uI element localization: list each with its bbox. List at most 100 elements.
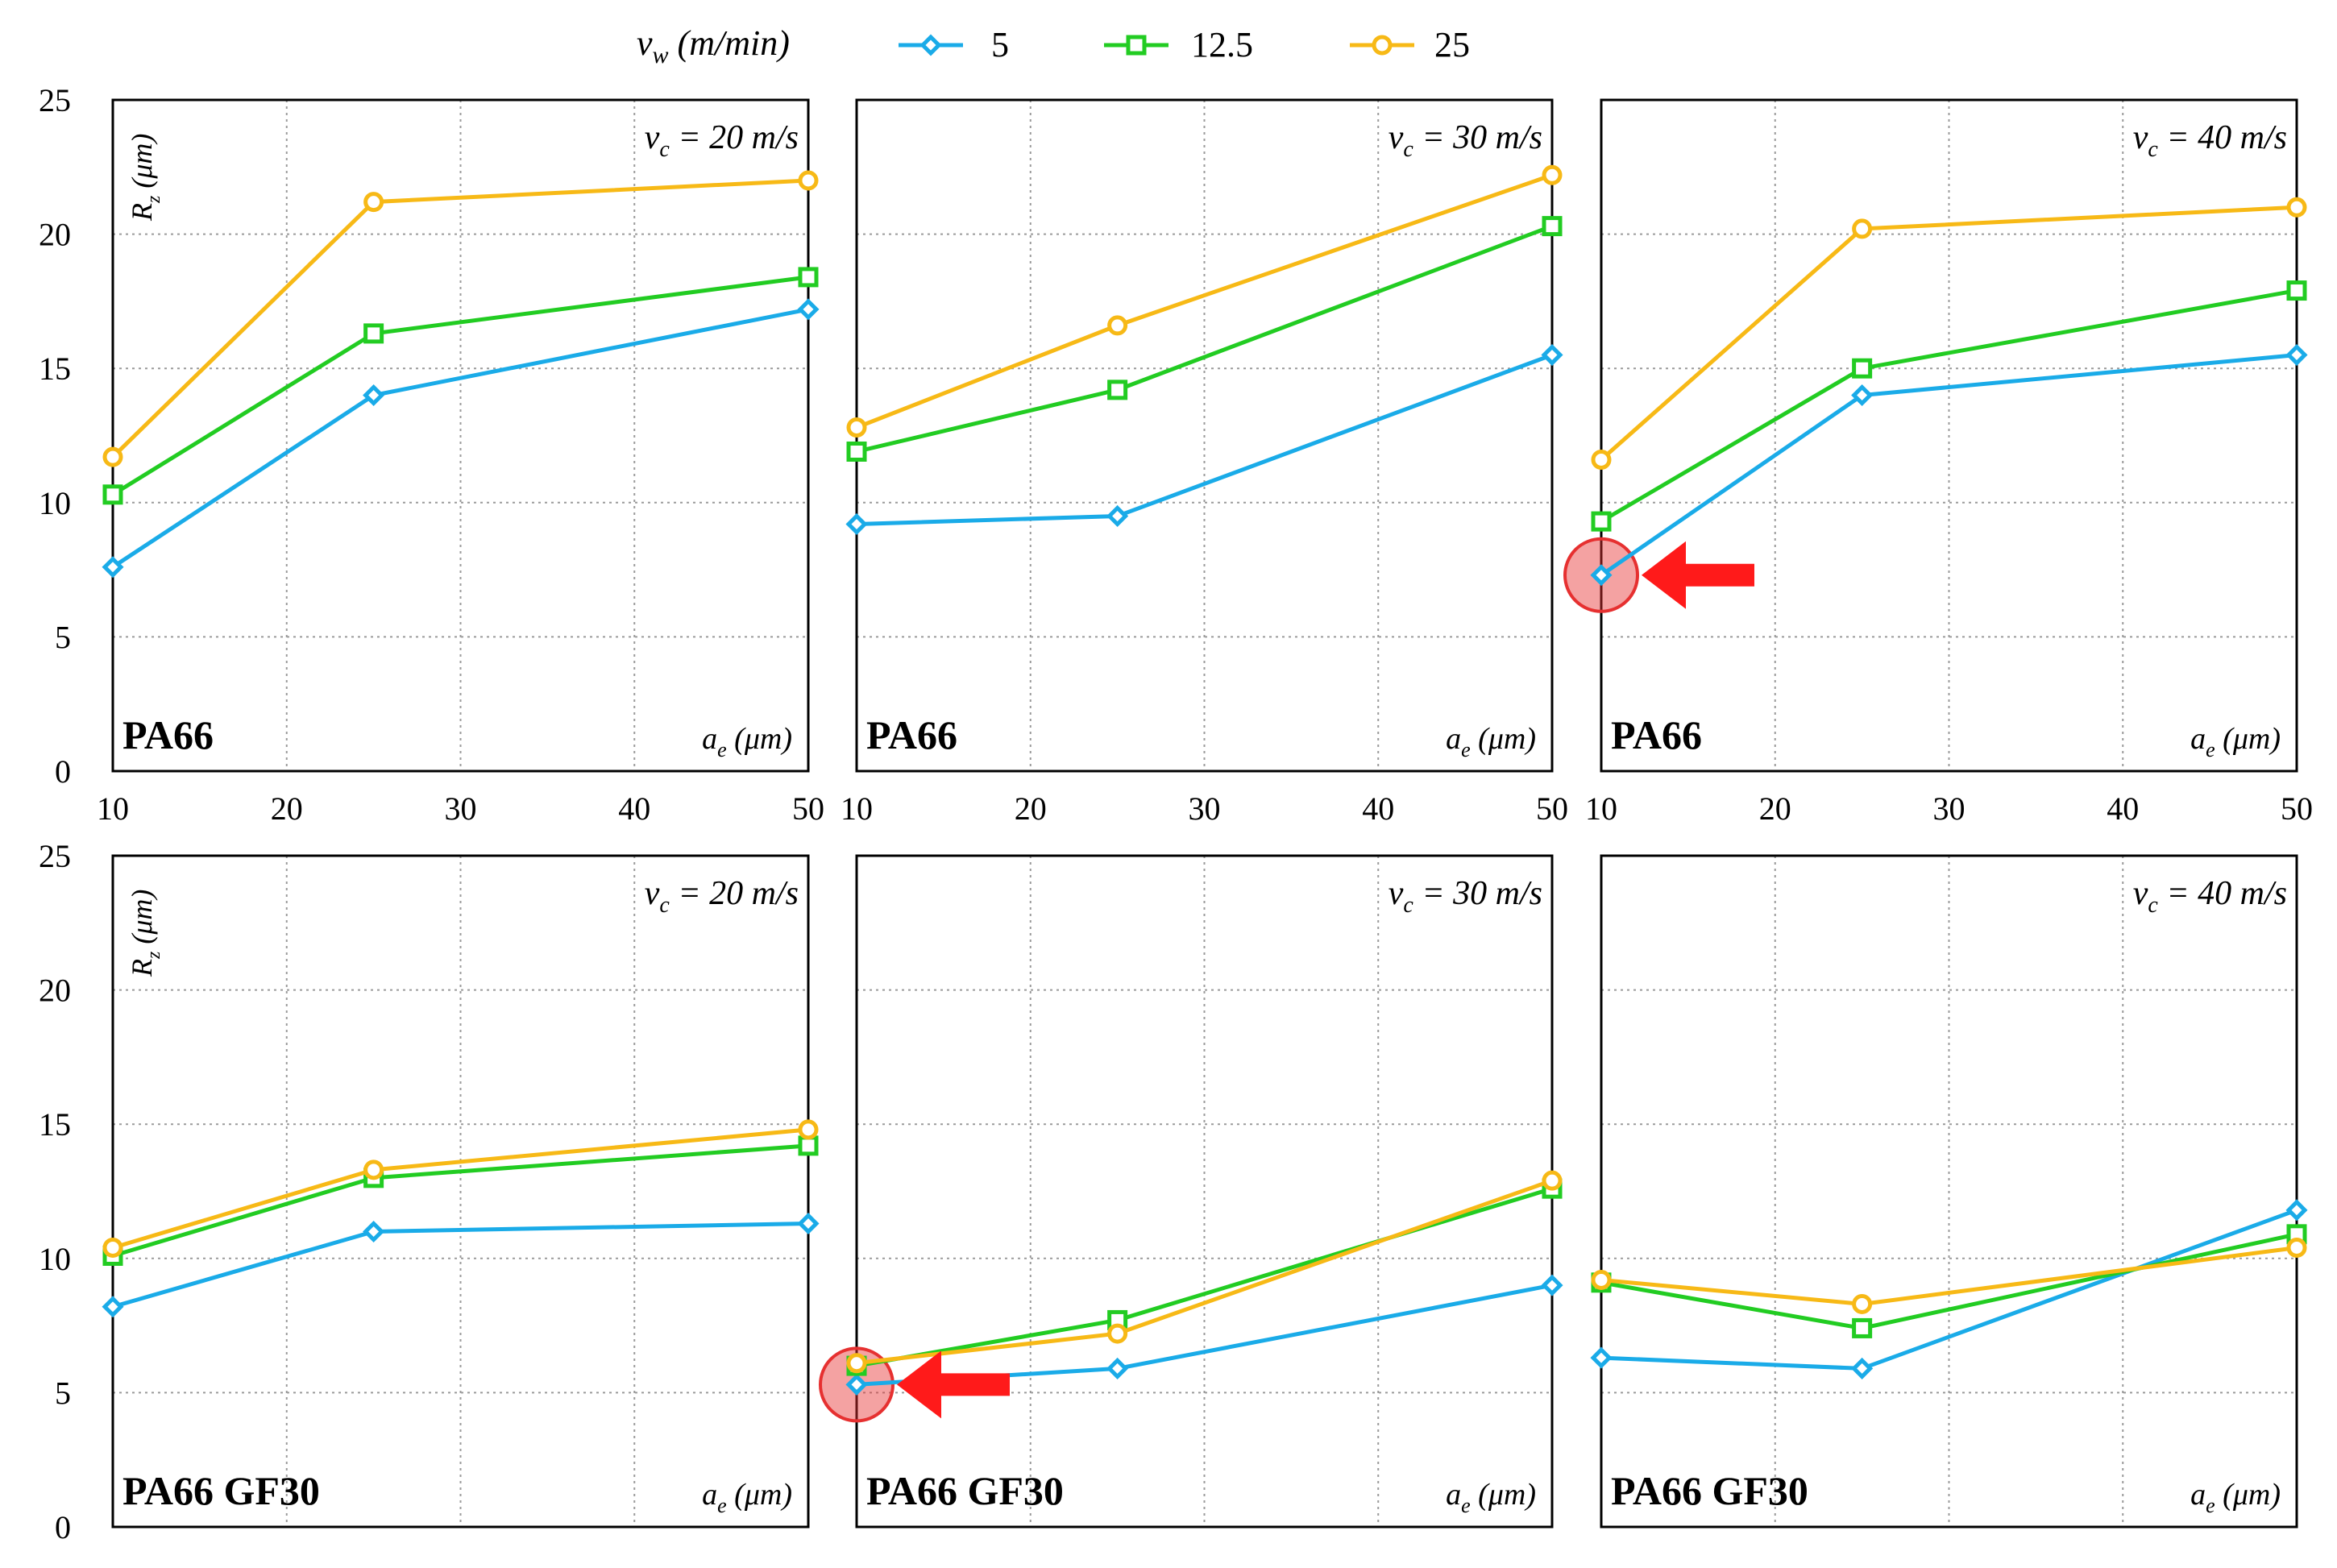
data-point xyxy=(363,1220,385,1243)
data-point xyxy=(1852,218,1873,239)
data-point xyxy=(1542,164,1563,185)
data-point xyxy=(1106,1357,1129,1379)
series-25 xyxy=(1591,197,2307,470)
plot-frame xyxy=(111,98,810,773)
x-tick-label: 20 xyxy=(271,790,303,827)
data-point xyxy=(1590,1346,1613,1369)
legend-label: 25 xyxy=(1434,25,1470,64)
data-point xyxy=(2286,197,2307,218)
y-tick-label: 10 xyxy=(39,1241,71,1277)
data-point xyxy=(1591,449,1612,470)
x-tick-label: 50 xyxy=(2281,790,2313,827)
legend-item-5: 5 xyxy=(899,25,1009,64)
y-tick-label: 25 xyxy=(39,838,71,874)
data-point xyxy=(845,1373,868,1396)
x-axis-label: ae (μm) xyxy=(702,1478,792,1517)
data-point xyxy=(1107,315,1128,336)
data-point xyxy=(363,323,384,344)
data-point xyxy=(798,170,819,191)
series-5 xyxy=(102,1212,820,1318)
material-label: PA66 xyxy=(122,712,214,757)
panels: vc = 20 m/s PA66 ae (μm) Rz (μm) 0 5 10 15 20 25 1… xyxy=(39,82,2313,1545)
plot-frame xyxy=(1600,854,2298,1529)
y-tick-label: 0 xyxy=(55,1509,71,1545)
x-axis-label: ae (μm) xyxy=(2190,1478,2281,1517)
series-5 xyxy=(102,298,820,579)
series-25 xyxy=(1591,1237,2307,1314)
panel-pa66-vc30: vc = 30 m/s PA66 ae (μm) 10 20 30 40 50 xyxy=(841,98,1568,827)
data-point xyxy=(1591,1269,1612,1290)
y-axis-label: Rz (μm) xyxy=(126,134,164,222)
series-12_5 xyxy=(1591,280,2307,532)
y-tick-label: 25 xyxy=(39,82,71,118)
panel-pa66-vc20: vc = 20 m/s PA66 ae (μm) Rz (μm) 0 5 10 15 20 25 1… xyxy=(39,82,824,827)
x-axis-label: ae (μm) xyxy=(1446,722,1536,761)
y-tick-label: 0 xyxy=(55,753,71,790)
y-tick-label: 15 xyxy=(39,1106,71,1143)
x-tick-label: 30 xyxy=(1189,790,1221,827)
series-25 xyxy=(102,1119,819,1258)
data-point xyxy=(1591,511,1612,532)
series-line xyxy=(111,307,809,569)
series-25 xyxy=(846,164,1563,438)
panel-title: vc = 20 m/s xyxy=(645,875,799,918)
x-tick-label: 30 xyxy=(1933,790,1965,827)
y-axis-label: Rz (μm) xyxy=(126,890,164,977)
data-point xyxy=(798,267,819,288)
data-point xyxy=(2285,344,2308,367)
data-point xyxy=(363,384,385,407)
data-point xyxy=(363,1159,384,1180)
data-point xyxy=(798,1119,819,1140)
data-point xyxy=(102,1237,123,1258)
x-tick-label: 20 xyxy=(1015,790,1047,827)
data-point xyxy=(1542,1170,1563,1191)
x-tick-label: 50 xyxy=(1536,790,1568,827)
material-label: PA66 GF30 xyxy=(122,1468,320,1513)
y-tick-label: 15 xyxy=(39,351,71,387)
data-point xyxy=(1851,384,1874,407)
series-line xyxy=(856,1178,1553,1366)
material-label: PA66 xyxy=(866,712,957,757)
x-tick-label: 40 xyxy=(1362,790,1394,827)
x-tick-label: 10 xyxy=(1585,790,1617,827)
series-12_5 xyxy=(846,1178,1563,1376)
series-line xyxy=(856,353,1553,526)
x-tick-label: 10 xyxy=(97,790,129,827)
data-point xyxy=(1852,1293,1873,1314)
panel-title: vc = 20 m/s xyxy=(645,119,799,162)
panel-pa66-gf30-vc20: vc = 20 m/s PA66 GF30 ae (μm) Rz (μm) 0 5 10 15… xyxy=(39,838,820,1545)
series-line xyxy=(111,178,809,458)
panel-pa66-vc40: vc = 40 m/s PA66 ae (μm) 10 20 30 40 50 xyxy=(1563,98,2313,827)
x-tick-label: 40 xyxy=(2107,790,2139,827)
plot-frame xyxy=(111,854,810,1529)
legend-item-25: 25 xyxy=(1350,25,1470,64)
data-point xyxy=(102,1296,124,1318)
material-label: PA66 xyxy=(1611,712,1702,757)
series-25 xyxy=(846,1170,1563,1374)
y-tick-label: 5 xyxy=(55,1375,71,1411)
panel-title: vc = 40 m/s xyxy=(2133,875,2287,918)
x-axis-label: ae (μm) xyxy=(1446,1478,1536,1517)
data-point xyxy=(1542,216,1563,237)
series-12_5 xyxy=(102,267,819,505)
plot-frame xyxy=(1600,98,2298,773)
series-line xyxy=(1600,353,2298,577)
data-point xyxy=(845,512,868,535)
data-point xyxy=(1852,1317,1873,1338)
data-point xyxy=(1590,564,1613,587)
legend: vw (m/min) 5 12.5 25 xyxy=(637,23,1470,68)
data-point xyxy=(798,1135,819,1156)
x-axis-label: ae (μm) xyxy=(2190,722,2281,761)
y-tick-label: 20 xyxy=(39,973,71,1009)
x-tick-label: 20 xyxy=(1759,790,1791,827)
y-tick-label: 10 xyxy=(39,485,71,521)
x-tick-label: 30 xyxy=(445,790,477,827)
legend-label: 5 xyxy=(991,25,1009,64)
data-point xyxy=(797,298,820,321)
data-point xyxy=(846,441,867,462)
x-tick-label: 10 xyxy=(841,790,873,827)
data-point xyxy=(1852,358,1873,379)
legend-marker-diamond xyxy=(919,34,942,56)
legend-item-12_5: 12.5 xyxy=(1104,25,1253,64)
series-5 xyxy=(1590,344,2308,587)
